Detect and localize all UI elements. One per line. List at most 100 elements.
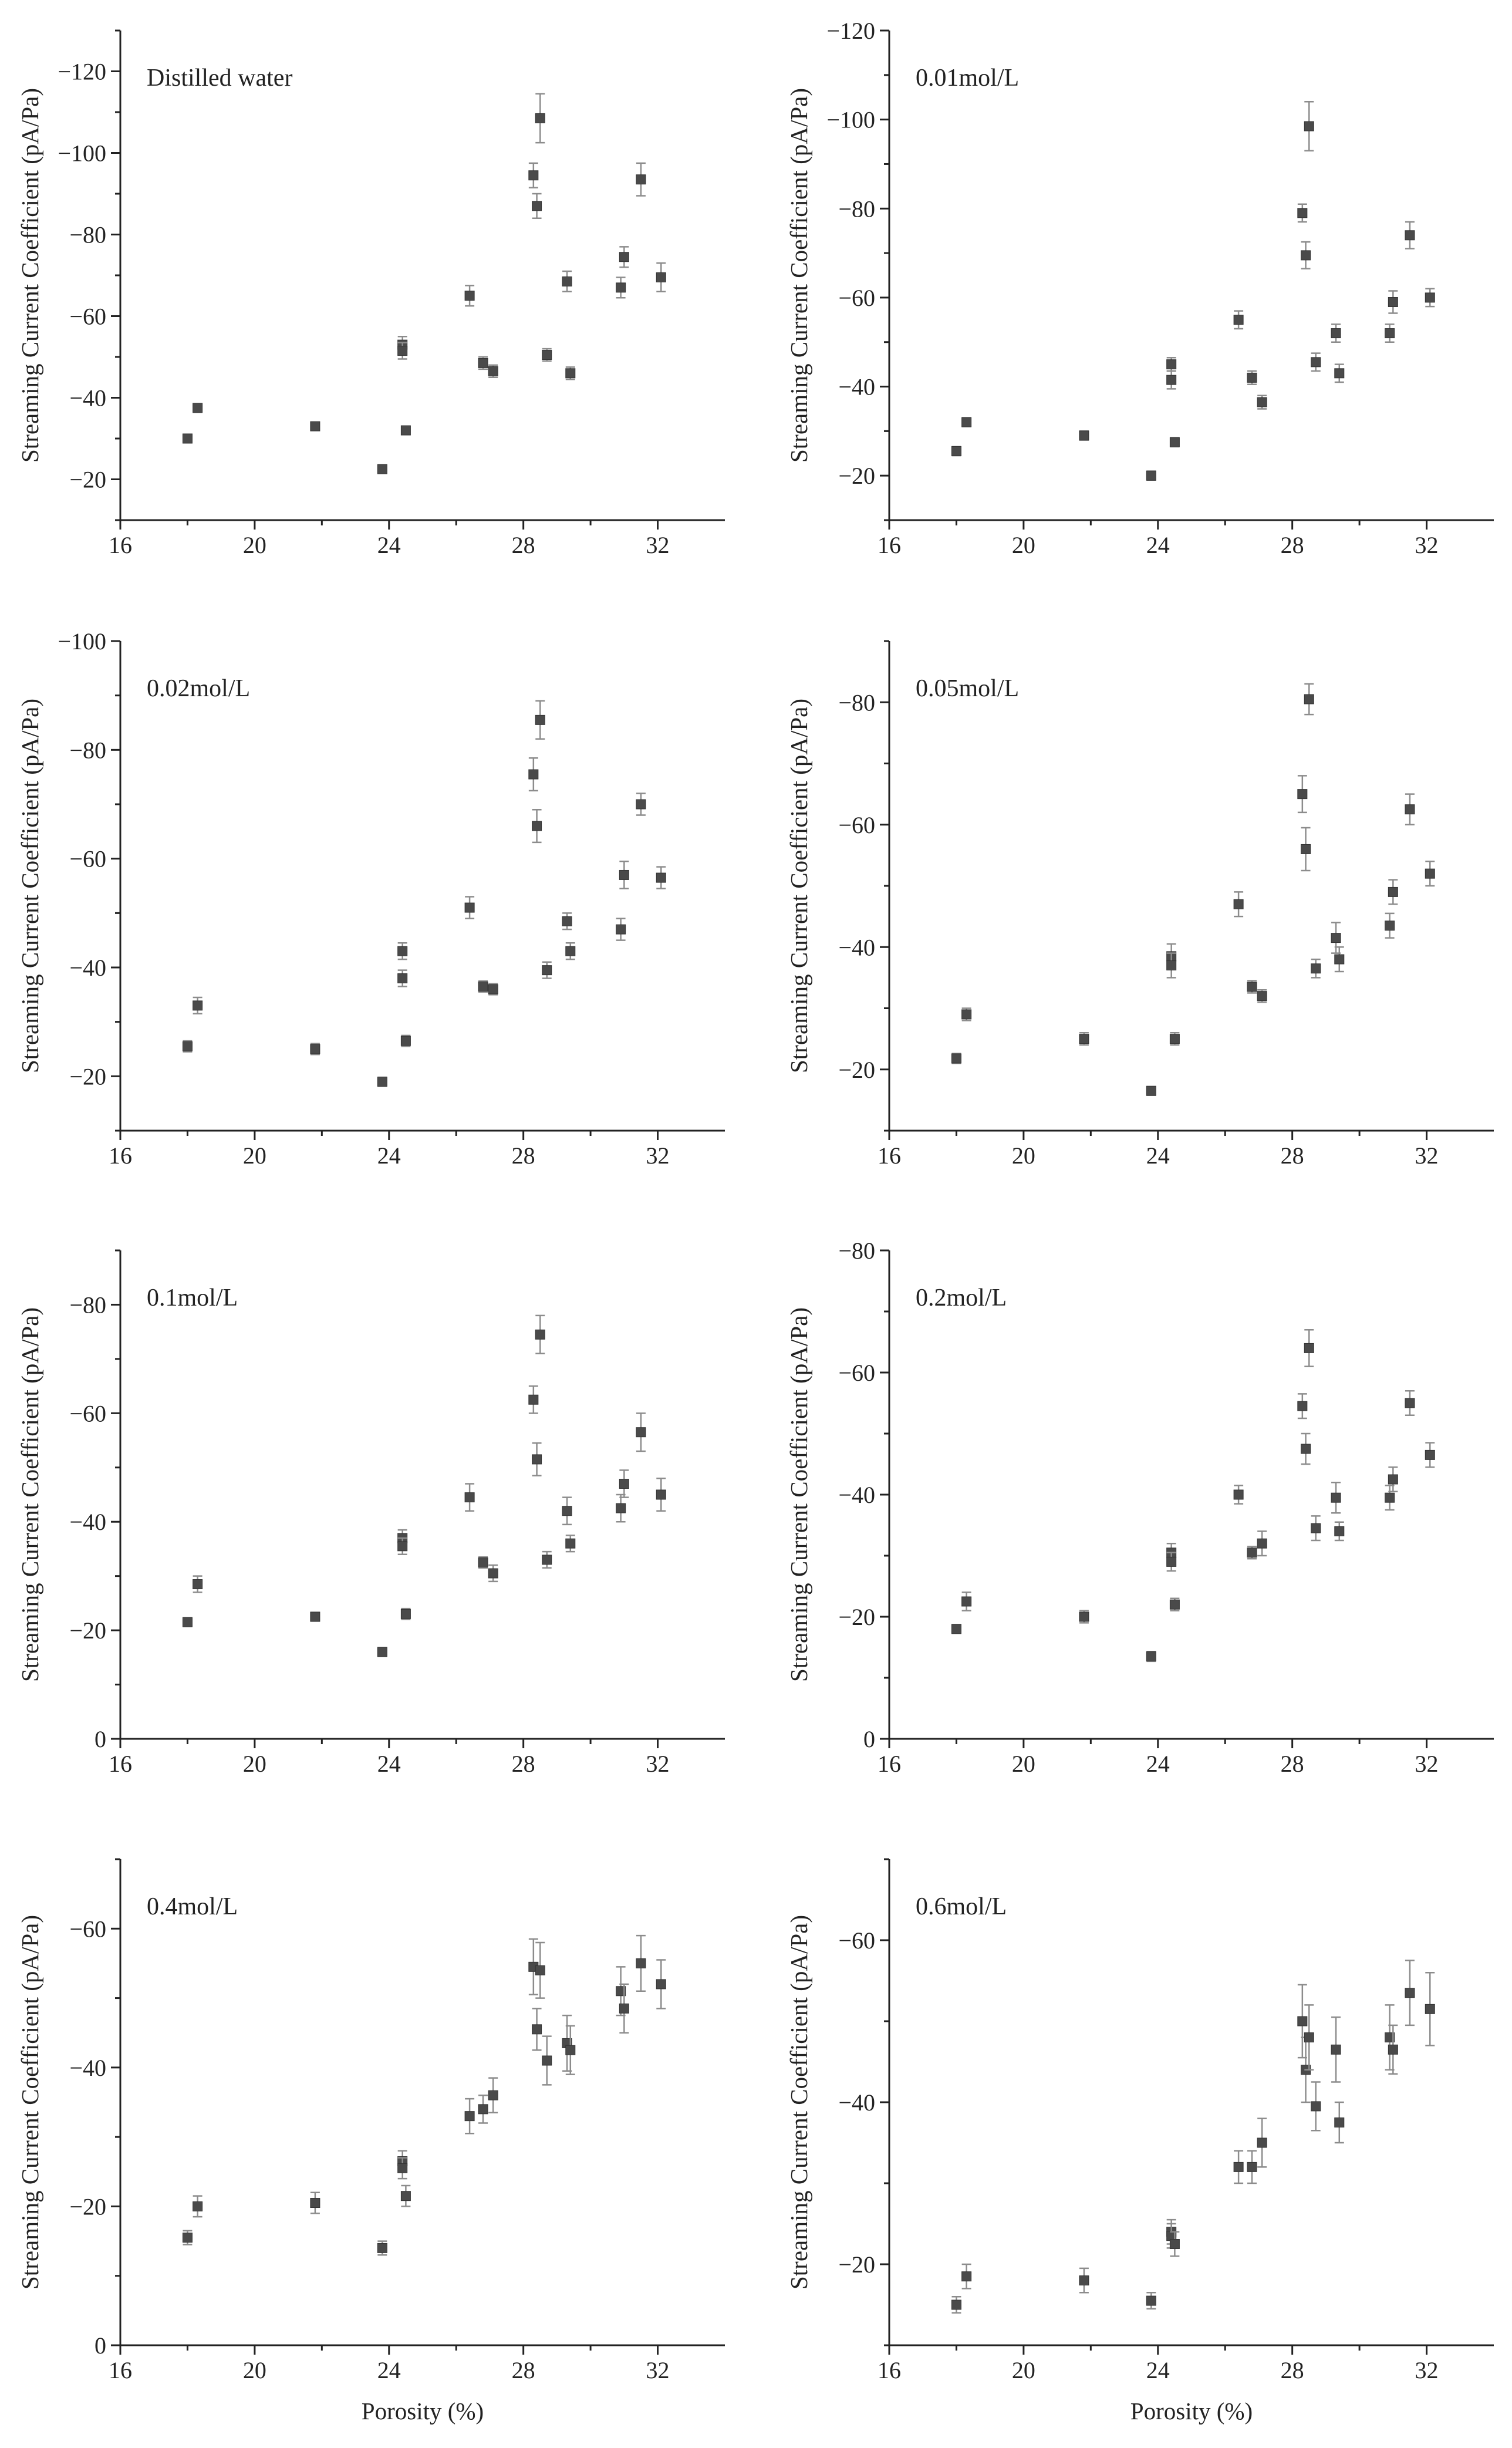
data-point [1297, 1401, 1308, 1411]
data-point [542, 965, 552, 976]
data-point [478, 1557, 488, 1568]
panel-label: 0.2mol/L [916, 1284, 1007, 1311]
data-point [377, 2243, 387, 2253]
data-point [528, 769, 539, 780]
data-point [1304, 1343, 1314, 1353]
data-point [397, 946, 408, 956]
y-tick-label: −60 [838, 812, 875, 838]
y-tick-label: −80 [838, 1238, 875, 1264]
data-point [656, 872, 666, 883]
data-point [1079, 430, 1089, 441]
y-axis-title: Streaming Current Coefficient (pA/Pa) [785, 1915, 812, 2289]
data-point [488, 1568, 498, 1579]
y-tick-label: −40 [69, 1509, 106, 1535]
data-point [1257, 397, 1267, 407]
data-point [1079, 2275, 1089, 2286]
panel-label: Distilled water [147, 65, 292, 92]
data-point [565, 2045, 576, 2055]
x-tick-label: 16 [109, 2357, 132, 2383]
data-point [1301, 250, 1311, 261]
x-tick-label: 32 [646, 532, 670, 558]
panel-label: 0.1mol/L [147, 1284, 238, 1311]
data-point [1425, 868, 1435, 879]
data-point [562, 916, 572, 926]
data-point [397, 346, 408, 356]
data-point [1334, 1526, 1345, 1536]
y-axis-title: Streaming Current Coefficient (pA/Pa) [785, 699, 812, 1073]
x-tick-label: 28 [512, 532, 535, 558]
y-tick-label: −40 [838, 1482, 875, 1508]
data-point [310, 1611, 320, 1622]
y-tick-label: −60 [838, 1360, 875, 1386]
x-tick-label: 32 [646, 1142, 670, 1169]
data-point [1405, 1398, 1415, 1408]
x-tick-label: 28 [512, 1142, 535, 1169]
data-point [478, 358, 488, 368]
y-axis-title: Streaming Current Coefficient (pA/Pa) [16, 699, 43, 1073]
panel-5: 16 20 24 28 32 0 −20 −40 −60 −80 Streaming Current… [16, 1249, 725, 1777]
y-tick-label: −40 [69, 955, 106, 981]
data-point [400, 1609, 411, 1619]
x-tick-label: 28 [1281, 2357, 1304, 2383]
data-point [1304, 2032, 1314, 2043]
y-tick-label: −60 [838, 285, 875, 311]
data-point [565, 368, 576, 379]
data-point [1166, 375, 1177, 385]
data-point [951, 1053, 961, 1064]
y-tick-label: −60 [69, 1916, 106, 1942]
x-tick-label: 20 [1012, 1751, 1035, 1777]
data-point [636, 1427, 646, 1438]
data-point [310, 421, 320, 431]
data-point [1311, 963, 1321, 974]
panel-label: 0.05mol/L [916, 675, 1019, 702]
data-point [532, 1454, 542, 1465]
panel-7: 16 20 24 28 32 0 −20 −40 −60 Streaming Current Co… [16, 1858, 725, 2425]
panel-label: 0.02mol/L [147, 675, 250, 702]
y-tick-label: −60 [69, 846, 106, 872]
data-point [616, 1503, 626, 1513]
data-point [1257, 1538, 1267, 1549]
x-tick-label: 24 [1146, 2357, 1170, 2383]
y-axis-title: Streaming Current Coefficient (pA/Pa) [16, 1307, 43, 1682]
data-point [532, 821, 542, 831]
data-point [532, 2024, 542, 2035]
data-point [951, 2299, 961, 2310]
data-point [562, 276, 572, 286]
data-point [1311, 357, 1321, 367]
data-point [377, 1647, 387, 1657]
data-point [464, 291, 475, 301]
data-point [1169, 1599, 1180, 1610]
data-point [464, 2111, 475, 2122]
data-point [562, 1506, 572, 1516]
y-tick-label: −20 [69, 1063, 106, 1090]
data-point [1334, 2117, 1345, 2127]
data-point [1405, 230, 1415, 241]
data-point [636, 1958, 646, 1968]
data-point [397, 973, 408, 984]
data-point [1334, 368, 1345, 379]
x-tick-label: 16 [878, 2357, 901, 2383]
data-point [1388, 296, 1398, 307]
y-axis-title: Streaming Current Coefficient (pA/Pa) [785, 1307, 812, 1682]
y-axis-title: Streaming Current Coefficient (pA/Pa) [785, 88, 812, 463]
x-tick-label: 28 [512, 2357, 535, 2383]
data-point [1405, 804, 1415, 815]
data-point [656, 1979, 666, 1990]
data-point [1257, 2137, 1267, 2148]
data-point [528, 1394, 539, 1405]
y-tick-label: −20 [69, 2193, 106, 2220]
y-tick-label: −60 [69, 1400, 106, 1427]
data-point [1331, 933, 1341, 943]
x-tick-label: 20 [1012, 2357, 1035, 2383]
x-tick-label: 32 [1415, 1142, 1439, 1169]
data-point [1331, 1492, 1341, 1503]
data-point [1233, 315, 1244, 325]
y-tick-label: −80 [69, 1292, 106, 1318]
data-point [636, 174, 646, 185]
data-point [193, 1000, 203, 1011]
data-point [193, 2201, 203, 2211]
data-point [1388, 1474, 1398, 1485]
data-point [400, 1036, 411, 1046]
data-point [1331, 328, 1341, 339]
